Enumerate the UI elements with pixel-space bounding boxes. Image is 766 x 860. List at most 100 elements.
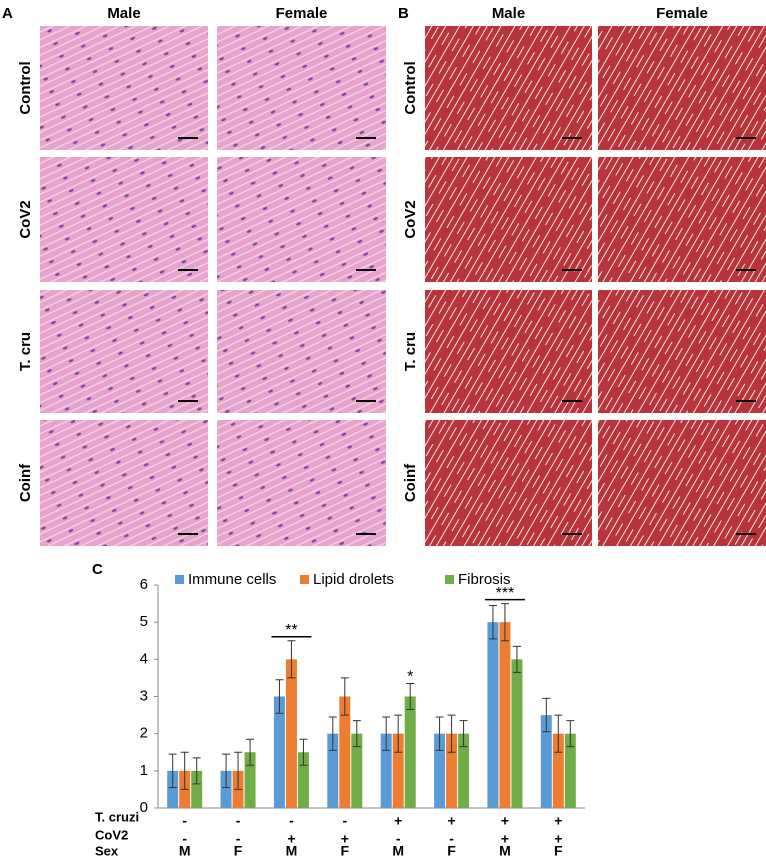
micrograph <box>217 290 386 413</box>
micrograph <box>425 420 592 546</box>
bar <box>285 659 297 808</box>
error-bar <box>459 720 468 748</box>
significance-mark: * <box>407 669 413 686</box>
error-bar <box>542 697 551 733</box>
condition-value: - <box>449 831 454 847</box>
row-label: CoV2 <box>17 200 34 238</box>
bar <box>297 752 309 808</box>
bar <box>564 733 576 808</box>
condition-value: F <box>447 843 456 859</box>
y-tick-label: 1 <box>140 762 148 779</box>
error-bar <box>328 716 337 751</box>
row-label: T. cru <box>17 332 34 371</box>
condition-value: M <box>499 843 511 859</box>
panel-letter: B <box>398 5 409 22</box>
y-tick-label: 2 <box>140 725 148 742</box>
error-bar <box>435 716 444 751</box>
y-tick-label: 3 <box>140 687 148 704</box>
condition-value: + <box>554 813 562 829</box>
y-tick-label: 6 <box>140 576 148 593</box>
column-label: Male <box>492 5 525 22</box>
error-bar <box>394 714 403 753</box>
bar <box>339 696 351 808</box>
error-bar <box>180 751 189 790</box>
micrograph <box>40 26 208 150</box>
legend-swatch <box>300 575 309 584</box>
error-bar <box>566 720 575 748</box>
legend-label: Immune cells <box>188 571 276 588</box>
row-label: Coinf <box>402 463 419 502</box>
column-label: Female <box>656 5 708 22</box>
bar <box>191 770 203 808</box>
bar <box>552 733 564 808</box>
condition-value: + <box>501 813 509 829</box>
micrograph <box>425 26 592 150</box>
error-bar <box>382 716 391 751</box>
row-label: Control <box>17 61 34 114</box>
error-bar <box>406 682 415 711</box>
micrograph <box>598 157 766 282</box>
bar <box>380 733 392 808</box>
micrograph <box>40 420 208 546</box>
bar <box>434 733 446 808</box>
micrograph <box>598 26 766 150</box>
micrograph <box>425 290 592 413</box>
legend-label: Lipid drolets <box>313 571 394 588</box>
significance-mark: *** <box>496 585 515 602</box>
condition-value: M <box>286 843 298 859</box>
condition-value: F <box>234 843 243 859</box>
legend-swatch <box>175 575 184 584</box>
error-bar <box>234 751 243 790</box>
micrograph <box>217 157 386 282</box>
micrographs <box>40 26 766 546</box>
micrograph <box>217 420 386 546</box>
error-bar <box>554 714 563 753</box>
row-label: CoV2 <box>402 200 419 238</box>
condition-value: + <box>394 813 402 829</box>
micrograph <box>598 420 766 546</box>
condition-value: - <box>342 813 347 829</box>
condition-value: - <box>236 831 241 847</box>
condition-value: M <box>179 843 191 859</box>
condition-value: F <box>341 843 350 859</box>
condition-value: - <box>289 813 294 829</box>
micrograph <box>217 26 386 150</box>
error-bar <box>168 753 177 789</box>
bar <box>327 733 339 808</box>
panel-letter: A <box>2 5 13 22</box>
significance-mark: ** <box>285 622 297 639</box>
micrograph <box>40 157 208 282</box>
y-tick-label: 4 <box>140 650 148 667</box>
condition-value: + <box>447 813 455 829</box>
condition-value: M <box>392 843 404 859</box>
error-bar <box>500 603 509 642</box>
bar <box>167 770 179 808</box>
condition-label: CoV2 <box>95 827 128 842</box>
condition-value: - <box>182 831 187 847</box>
bar <box>487 622 499 808</box>
error-bar <box>512 645 521 673</box>
y-tick-label: 5 <box>140 613 148 630</box>
panel-letter: C <box>92 561 103 578</box>
column-label: Male <box>107 5 140 22</box>
error-bar <box>275 679 284 714</box>
bar <box>540 715 552 808</box>
row-label: Coinf <box>17 463 34 502</box>
condition-value: + <box>554 831 562 847</box>
bar <box>220 770 232 808</box>
bar <box>273 696 285 808</box>
condition-value: - <box>182 813 187 829</box>
error-bar <box>352 720 361 748</box>
condition-value: - <box>236 813 241 829</box>
bar <box>404 696 416 808</box>
bar <box>511 659 523 808</box>
condition-value: + <box>287 831 295 847</box>
condition-label: Sex <box>95 843 119 858</box>
legend-label: Fibrosis <box>458 571 511 588</box>
bar <box>244 752 256 808</box>
bar <box>392 733 404 808</box>
micrograph <box>425 157 592 282</box>
error-bar <box>447 714 456 753</box>
column-label: Female <box>276 5 328 22</box>
